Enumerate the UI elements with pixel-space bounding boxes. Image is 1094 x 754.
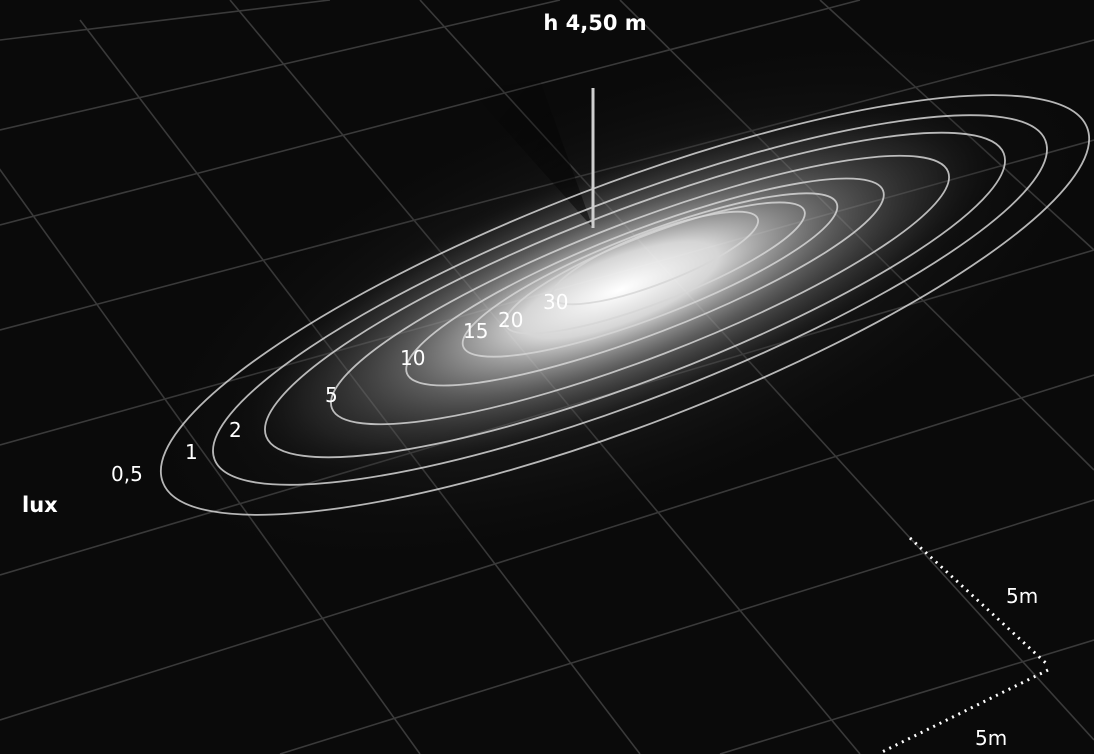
contour-label: 1 <box>185 440 198 464</box>
contour-labels: 0,5 1 2 5 10 15 20 30 <box>111 290 568 486</box>
contour-line <box>330 154 950 426</box>
scale-label: 5m <box>1006 584 1038 608</box>
contour-label: 20 <box>498 308 523 332</box>
contour-line <box>405 177 885 387</box>
scale-line <box>881 668 1049 754</box>
scale-label: 5m <box>975 726 1007 750</box>
scale: 5m 5m <box>881 536 1050 754</box>
contour-label: 10 <box>400 346 425 370</box>
contour-line <box>264 131 1006 459</box>
height-label: h 4,50 m <box>543 11 646 35</box>
unit-label: lux <box>22 493 58 517</box>
pole-shadow <box>470 80 593 228</box>
contour-line <box>159 94 1091 516</box>
contour-line <box>550 210 760 306</box>
contour-label: 30 <box>543 290 568 314</box>
contour-label: 15 <box>463 319 488 343</box>
contour-line <box>504 201 806 335</box>
contour-line <box>461 192 839 358</box>
contour-label: 2 <box>229 418 242 442</box>
contour-label: 5 <box>325 383 338 407</box>
contour-label: 0,5 <box>111 462 143 486</box>
